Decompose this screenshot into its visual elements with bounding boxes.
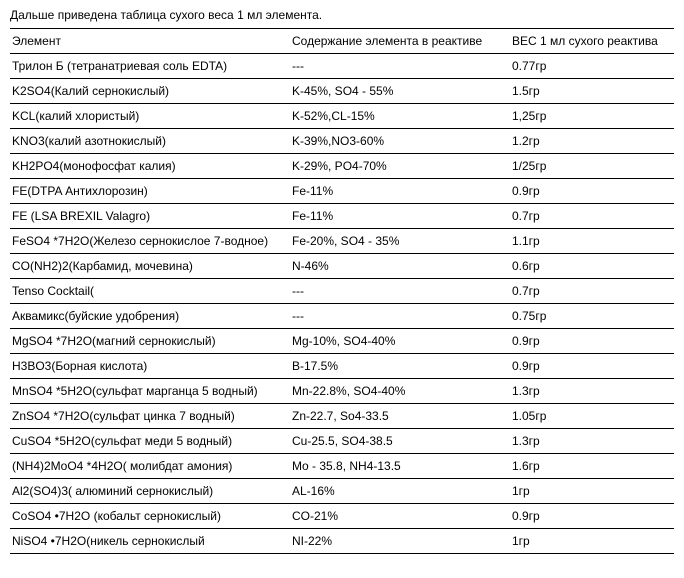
cell-weight: 1гр bbox=[510, 529, 674, 554]
col-header-element: Элемент bbox=[10, 29, 290, 54]
cell-content: Mo - 35.8, NH4-13.5 bbox=[290, 454, 510, 479]
cell-content: B-17.5% bbox=[290, 354, 510, 379]
cell-element: (NH4)2MoO4 *4H2O( молибдат амония) bbox=[10, 454, 290, 479]
cell-weight: 1.3гр bbox=[510, 429, 674, 454]
cell-content: --- bbox=[290, 54, 510, 79]
table-row: KNO3(калий азотнокислый)K-39%,NO3-60%1.2… bbox=[10, 129, 674, 154]
cell-weight: 0.7гр bbox=[510, 204, 674, 229]
cell-weight: 0.75гр bbox=[510, 304, 674, 329]
table-row: ZnSO4 *7H2O(сульфат цинка 7 водный)Zn-22… bbox=[10, 404, 674, 429]
table-row: FE(DTPA Антихлорозин)Fe-11%0.9гр bbox=[10, 179, 674, 204]
cell-weight: 0.9гр bbox=[510, 504, 674, 529]
cell-weight: 0.9гр bbox=[510, 354, 674, 379]
cell-weight: 0.6гр bbox=[510, 254, 674, 279]
cell-weight: 1.3гр bbox=[510, 379, 674, 404]
cell-weight: 1.05гр bbox=[510, 404, 674, 429]
table-body: Трилон Б (тетранатриевая соль EDTA)---0.… bbox=[10, 54, 674, 554]
cell-element: MgSO4 *7H2O(магний сернокислый) bbox=[10, 329, 290, 354]
cell-content: N-46% bbox=[290, 254, 510, 279]
table-row: H3BO3(Борная кислота)B-17.5%0.9гр bbox=[10, 354, 674, 379]
table-caption: Дальше приведена таблица сухого веса 1 м… bbox=[10, 8, 674, 22]
cell-content: AL-16% bbox=[290, 479, 510, 504]
cell-content: K-52%,CL-15% bbox=[290, 104, 510, 129]
cell-element: FE (LSA BREXIL Valagro) bbox=[10, 204, 290, 229]
cell-content: Fe-11% bbox=[290, 179, 510, 204]
cell-content: K-45%, SO4 - 55% bbox=[290, 79, 510, 104]
col-header-content: Содержание элемента в реактиве bbox=[290, 29, 510, 54]
table-row: (NH4)2MoO4 *4H2O( молибдат амония)Mo - 3… bbox=[10, 454, 674, 479]
cell-element: KH2PO4(монофосфат калия) bbox=[10, 154, 290, 179]
cell-element: FeSO4 *7H2O(Железо сернокислое 7-водное) bbox=[10, 229, 290, 254]
col-header-weight: ВЕС 1 мл сухого реактива bbox=[510, 29, 674, 54]
table-row: FeSO4 *7H2O(Железо сернокислое 7-водное)… bbox=[10, 229, 674, 254]
table-row: CoSO4 •7H2O (кобальт сернокислый)CO-21%0… bbox=[10, 504, 674, 529]
table-header-row: Элемент Содержание элемента в реактиве В… bbox=[10, 29, 674, 54]
cell-element: CoSO4 •7H2O (кобальт сернокислый) bbox=[10, 504, 290, 529]
table-row: Tenso Cocktail(---0.7гр bbox=[10, 279, 674, 304]
cell-weight: 1,25гр bbox=[510, 104, 674, 129]
cell-content: --- bbox=[290, 304, 510, 329]
table-row: Трилон Б (тетранатриевая соль EDTA)---0.… bbox=[10, 54, 674, 79]
cell-element: FE(DTPA Антихлорозин) bbox=[10, 179, 290, 204]
cell-weight: 0.7гр bbox=[510, 279, 674, 304]
cell-weight: 1/25гр bbox=[510, 154, 674, 179]
cell-element: Аквамикс(буйские удобрения) bbox=[10, 304, 290, 329]
cell-content: Mn-22.8%, SO4-40% bbox=[290, 379, 510, 404]
cell-element: K2SO4(Калий сернокислый) bbox=[10, 79, 290, 104]
page-root: Дальше приведена таблица сухого веса 1 м… bbox=[0, 0, 684, 564]
cell-weight: 1гр bbox=[510, 479, 674, 504]
cell-weight: 1.1гр bbox=[510, 229, 674, 254]
cell-element: CO(NH2)2(Карбамид, мочевина) bbox=[10, 254, 290, 279]
cell-content: NI-22% bbox=[290, 529, 510, 554]
cell-element: KCL(калий хлористый) bbox=[10, 104, 290, 129]
cell-content: K-29%, PO4-70% bbox=[290, 154, 510, 179]
cell-element: Трилон Б (тетранатриевая соль EDTA) bbox=[10, 54, 290, 79]
table-row: KCL(калий хлористый)K-52%,CL-15%1,25гр bbox=[10, 104, 674, 129]
cell-element: Al2(SO4)3( алюминий сернокислый) bbox=[10, 479, 290, 504]
table-row: MnSO4 *5H2O(сульфат марганца 5 водный)Mn… bbox=[10, 379, 674, 404]
cell-content: Zn-22.7, So4-33.5 bbox=[290, 404, 510, 429]
cell-element: NiSO4 •7H2O(никель сернокислый bbox=[10, 529, 290, 554]
cell-weight: 0.9гр bbox=[510, 329, 674, 354]
cell-content: Mg-10%, SO4-40% bbox=[290, 329, 510, 354]
table-row: K2SO4(Калий сернокислый)K-45%, SO4 - 55%… bbox=[10, 79, 674, 104]
cell-element: KNO3(калий азотнокислый) bbox=[10, 129, 290, 154]
cell-content: Cu-25.5, SO4-38.5 bbox=[290, 429, 510, 454]
cell-content: K-39%,NO3-60% bbox=[290, 129, 510, 154]
table-row: Аквамикс(буйские удобрения)---0.75гр bbox=[10, 304, 674, 329]
cell-element: MnSO4 *5H2O(сульфат марганца 5 водный) bbox=[10, 379, 290, 404]
cell-element: Tenso Cocktail( bbox=[10, 279, 290, 304]
cell-content: Fe-11% bbox=[290, 204, 510, 229]
cell-weight: 1.2гр bbox=[510, 129, 674, 154]
table-row: FE (LSA BREXIL Valagro)Fe-11%0.7гр bbox=[10, 204, 674, 229]
cell-content: Fe-20%, SO4 - 35% bbox=[290, 229, 510, 254]
cell-content: --- bbox=[290, 279, 510, 304]
table-row: CO(NH2)2(Карбамид, мочевина)N-46%0.6гр bbox=[10, 254, 674, 279]
cell-element: H3BO3(Борная кислота) bbox=[10, 354, 290, 379]
table-row: NiSO4 •7H2O(никель сернокислыйNI-22%1гр bbox=[10, 529, 674, 554]
cell-weight: 1.6гр bbox=[510, 454, 674, 479]
cell-content: CO-21% bbox=[290, 504, 510, 529]
cell-weight: 0.9гр bbox=[510, 179, 674, 204]
table-row: KH2PO4(монофосфат калия)K-29%, PO4-70%1/… bbox=[10, 154, 674, 179]
dry-weight-table: Элемент Содержание элемента в реактиве В… bbox=[10, 28, 674, 554]
cell-weight: 0.77гр bbox=[510, 54, 674, 79]
cell-element: ZnSO4 *7H2O(сульфат цинка 7 водный) bbox=[10, 404, 290, 429]
cell-element: CuSO4 *5H2O(сульфат меди 5 водный) bbox=[10, 429, 290, 454]
table-row: CuSO4 *5H2O(сульфат меди 5 водный)Cu-25.… bbox=[10, 429, 674, 454]
table-row: Al2(SO4)3( алюминий сернокислый)AL-16%1г… bbox=[10, 479, 674, 504]
table-row: MgSO4 *7H2O(магний сернокислый)Mg-10%, S… bbox=[10, 329, 674, 354]
cell-weight: 1.5гр bbox=[510, 79, 674, 104]
